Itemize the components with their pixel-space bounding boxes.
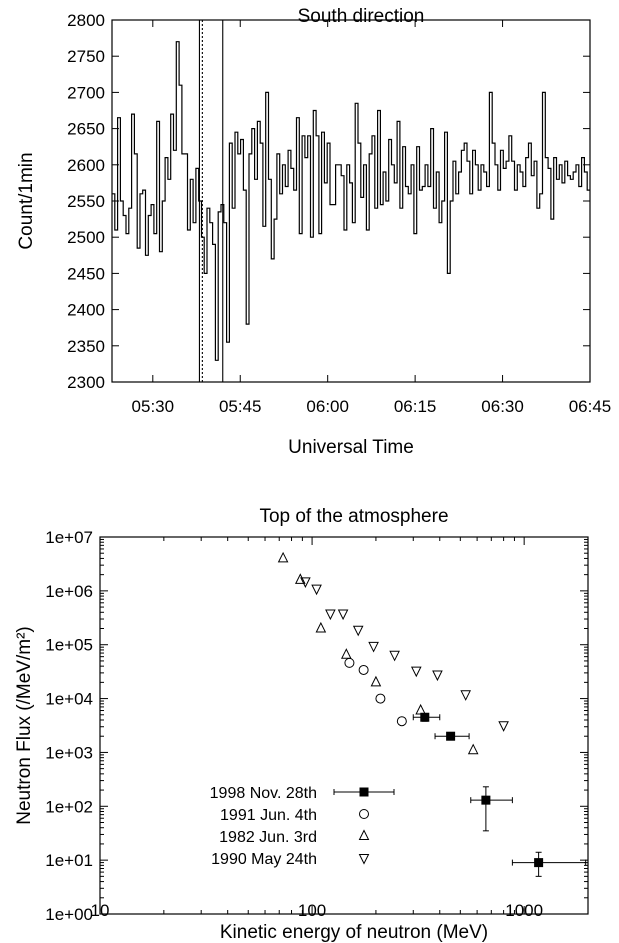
- legend-marker: [359, 787, 369, 797]
- x-tick-label: 05:30: [132, 397, 175, 416]
- y-tick-label: 1e+00: [45, 905, 93, 924]
- x-tick-label: 06:15: [394, 397, 437, 416]
- data-point: [389, 650, 400, 662]
- y-tick-label: 2500: [67, 228, 105, 247]
- legend-marker: [358, 854, 370, 865]
- data-point: [337, 609, 349, 621]
- legend-label: 1998 Nov. 28th: [210, 785, 317, 802]
- y-axis-label: Count/1min: [16, 152, 37, 249]
- y-tick-label: 1e+04: [45, 690, 93, 709]
- x-tick-label: 1000: [505, 901, 543, 920]
- flux-panel: Top of the atmosphere 1e+00 1e+01 1e+02 1e+0…: [14, 506, 589, 943]
- legend: 1998 Nov. 28th 1991 Jun. 4th 1982 Jun. 3rd…: [210, 785, 395, 868]
- data-point: [277, 551, 289, 563]
- data-point: [481, 795, 491, 805]
- plot-frame: [99, 536, 589, 915]
- count-panel: South direction 2300 2350 2400 2450 2500 2550 2…: [16, 6, 611, 458]
- y-tick-label: 2750: [67, 47, 105, 66]
- x-axis-label: Universal Time: [288, 437, 414, 458]
- data-point: [460, 690, 471, 701]
- y-tick-label: 2550: [67, 192, 105, 211]
- series-open-triangle-down: [300, 577, 509, 732]
- data-point: [410, 666, 422, 678]
- legend-label: 1991 Jun. 4th: [220, 807, 317, 824]
- y-tick-label: 2350: [67, 337, 105, 356]
- y-tick-label: 2300: [67, 373, 105, 392]
- x-tick-label: 100: [298, 901, 326, 920]
- y-tick-label: 1e+07: [45, 528, 93, 547]
- x-tick-label: 05:45: [219, 397, 262, 416]
- y-axis-label: Neutron Flux (/MeV/m²): [14, 626, 35, 824]
- data-point: [467, 743, 479, 755]
- y-tick-label: 2700: [67, 83, 105, 102]
- y-tick-label: 2800: [67, 11, 105, 30]
- data-point: [352, 625, 364, 637]
- x-axis-label: Kinetic energy of neutron (MeV): [220, 922, 488, 943]
- data-point: [415, 703, 426, 715]
- chart-title: Top of the atmosphere: [259, 506, 448, 527]
- data-point: [396, 716, 407, 727]
- y-tick-label: 1e+05: [45, 636, 93, 655]
- data-point: [370, 675, 382, 687]
- y-tick-label: 2650: [67, 120, 105, 139]
- data-point: [294, 573, 306, 584]
- data-point: [325, 609, 336, 621]
- data-point: [375, 693, 386, 704]
- y-tick-label: 1e+02: [45, 797, 93, 816]
- legend-marker: [358, 829, 370, 840]
- data-point: [315, 621, 327, 633]
- data-point: [432, 670, 443, 682]
- plot-frame: [111, 19, 591, 383]
- data-point: [420, 712, 430, 722]
- y-tick-label: 2600: [67, 156, 105, 175]
- x-tick-label: 06:45: [569, 397, 612, 416]
- legend-marker: [359, 809, 369, 819]
- series-open-triangle-up: [277, 551, 479, 755]
- data-point: [446, 731, 456, 741]
- y-tick-label: 2450: [67, 264, 105, 283]
- data-point: [358, 664, 369, 675]
- data-point: [300, 577, 311, 588]
- count-histogram: [112, 41, 590, 361]
- y-tick-label: 1e+01: [45, 851, 93, 870]
- y-tick-label: 1e+03: [45, 743, 93, 762]
- data-point: [368, 641, 379, 653]
- legend-label: 1990 May 24th: [211, 851, 317, 868]
- y-tick-label: 2400: [67, 301, 105, 320]
- data-point: [498, 721, 509, 732]
- data-point: [340, 648, 352, 659]
- chart-title: South direction: [298, 6, 425, 27]
- series-open-circle: [344, 657, 407, 727]
- x-tick-label: 06:00: [306, 397, 349, 416]
- series-filled-square: [412, 712, 587, 877]
- legend-label: 1982 Jun. 3rd: [219, 829, 317, 846]
- y-tick-label: 1e+06: [45, 582, 93, 601]
- x-tick-label: 10: [91, 901, 110, 920]
- data-point: [311, 584, 322, 596]
- data-point: [534, 858, 544, 868]
- x-tick-label: 06:30: [481, 397, 524, 416]
- data-point: [344, 657, 355, 668]
